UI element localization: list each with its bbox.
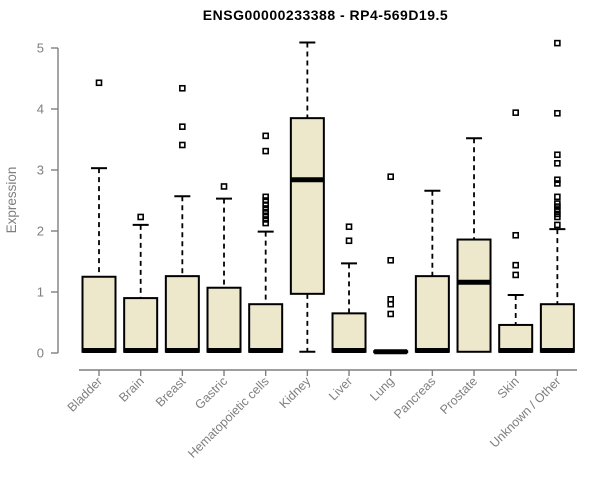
x-tick-label: Lung <box>367 374 397 404</box>
outlier-point <box>345 237 353 245</box>
outlier-point <box>137 213 144 221</box>
outlier-point <box>554 193 561 201</box>
chart-title: ENSG00000233388 - RP4-569D19.5 <box>202 7 449 23</box>
x-tick-label: Gastric <box>192 374 230 412</box>
outlier-point <box>220 183 228 190</box>
y-tick-label: 1 <box>37 285 44 300</box>
outlier-point <box>554 39 561 47</box>
outlier-point <box>262 197 269 204</box>
y-tick-label: 2 <box>37 224 44 239</box>
outlier-point <box>262 193 269 201</box>
box <box>456 238 492 353</box>
outlier-point <box>387 256 394 264</box>
outlier-point <box>554 180 561 187</box>
x-tick-label: Hematopoietic cells <box>185 374 272 461</box>
outlier-point <box>554 176 561 184</box>
outlier-point <box>554 151 561 159</box>
x-tick-label: Skin <box>495 374 522 401</box>
x-tick-label: Unknown / Other <box>487 374 563 450</box>
outlier-point <box>554 210 561 218</box>
outlier-point <box>512 261 520 269</box>
outlier-point <box>554 221 561 229</box>
x-tick-label: Prostate <box>437 374 480 417</box>
outlier-point <box>345 223 353 231</box>
outlier-point <box>387 310 394 318</box>
outlier-point <box>262 219 269 227</box>
outlier-point <box>387 173 394 181</box>
outlier-point <box>387 296 394 303</box>
outlier-point <box>262 205 269 212</box>
outlier-point <box>554 159 561 167</box>
outlier-point <box>179 141 186 149</box>
x-tick-label: Breast <box>153 374 189 410</box>
outlier-point <box>262 208 269 216</box>
x-tick-label: Bladder <box>65 374 105 414</box>
y-axis-title: Expression <box>4 167 19 234</box>
outlier-point <box>95 79 103 87</box>
x-tick-label: Pancreas <box>391 374 438 421</box>
outlier-point <box>554 109 561 117</box>
outlier-point <box>512 109 520 116</box>
outlier-point <box>554 206 561 214</box>
x-tick-label: Liver <box>326 374 355 403</box>
box <box>164 275 200 353</box>
outlier-point <box>554 200 561 207</box>
y-tick-label: 5 <box>37 41 44 56</box>
box <box>331 312 367 353</box>
box <box>248 303 284 353</box>
outlier-point <box>512 231 520 239</box>
x-tick-label: Brain <box>116 374 147 405</box>
box <box>289 117 325 295</box>
outlier-point <box>262 212 269 220</box>
x-tick-label: Kidney <box>277 374 314 411</box>
box <box>539 303 575 353</box>
outlier-point <box>262 147 269 155</box>
box <box>81 275 117 353</box>
y-tick-label: 3 <box>37 163 44 178</box>
outlier-point <box>179 123 186 130</box>
y-tick-label: 4 <box>37 102 44 117</box>
box <box>123 297 159 353</box>
outlier-point <box>179 84 186 92</box>
box <box>206 286 242 353</box>
outlier-point <box>262 132 269 140</box>
box <box>414 275 450 353</box>
outlier-point <box>512 271 520 279</box>
box <box>498 323 534 353</box>
y-tick-label: 0 <box>37 346 44 361</box>
outlier-point <box>262 216 269 223</box>
